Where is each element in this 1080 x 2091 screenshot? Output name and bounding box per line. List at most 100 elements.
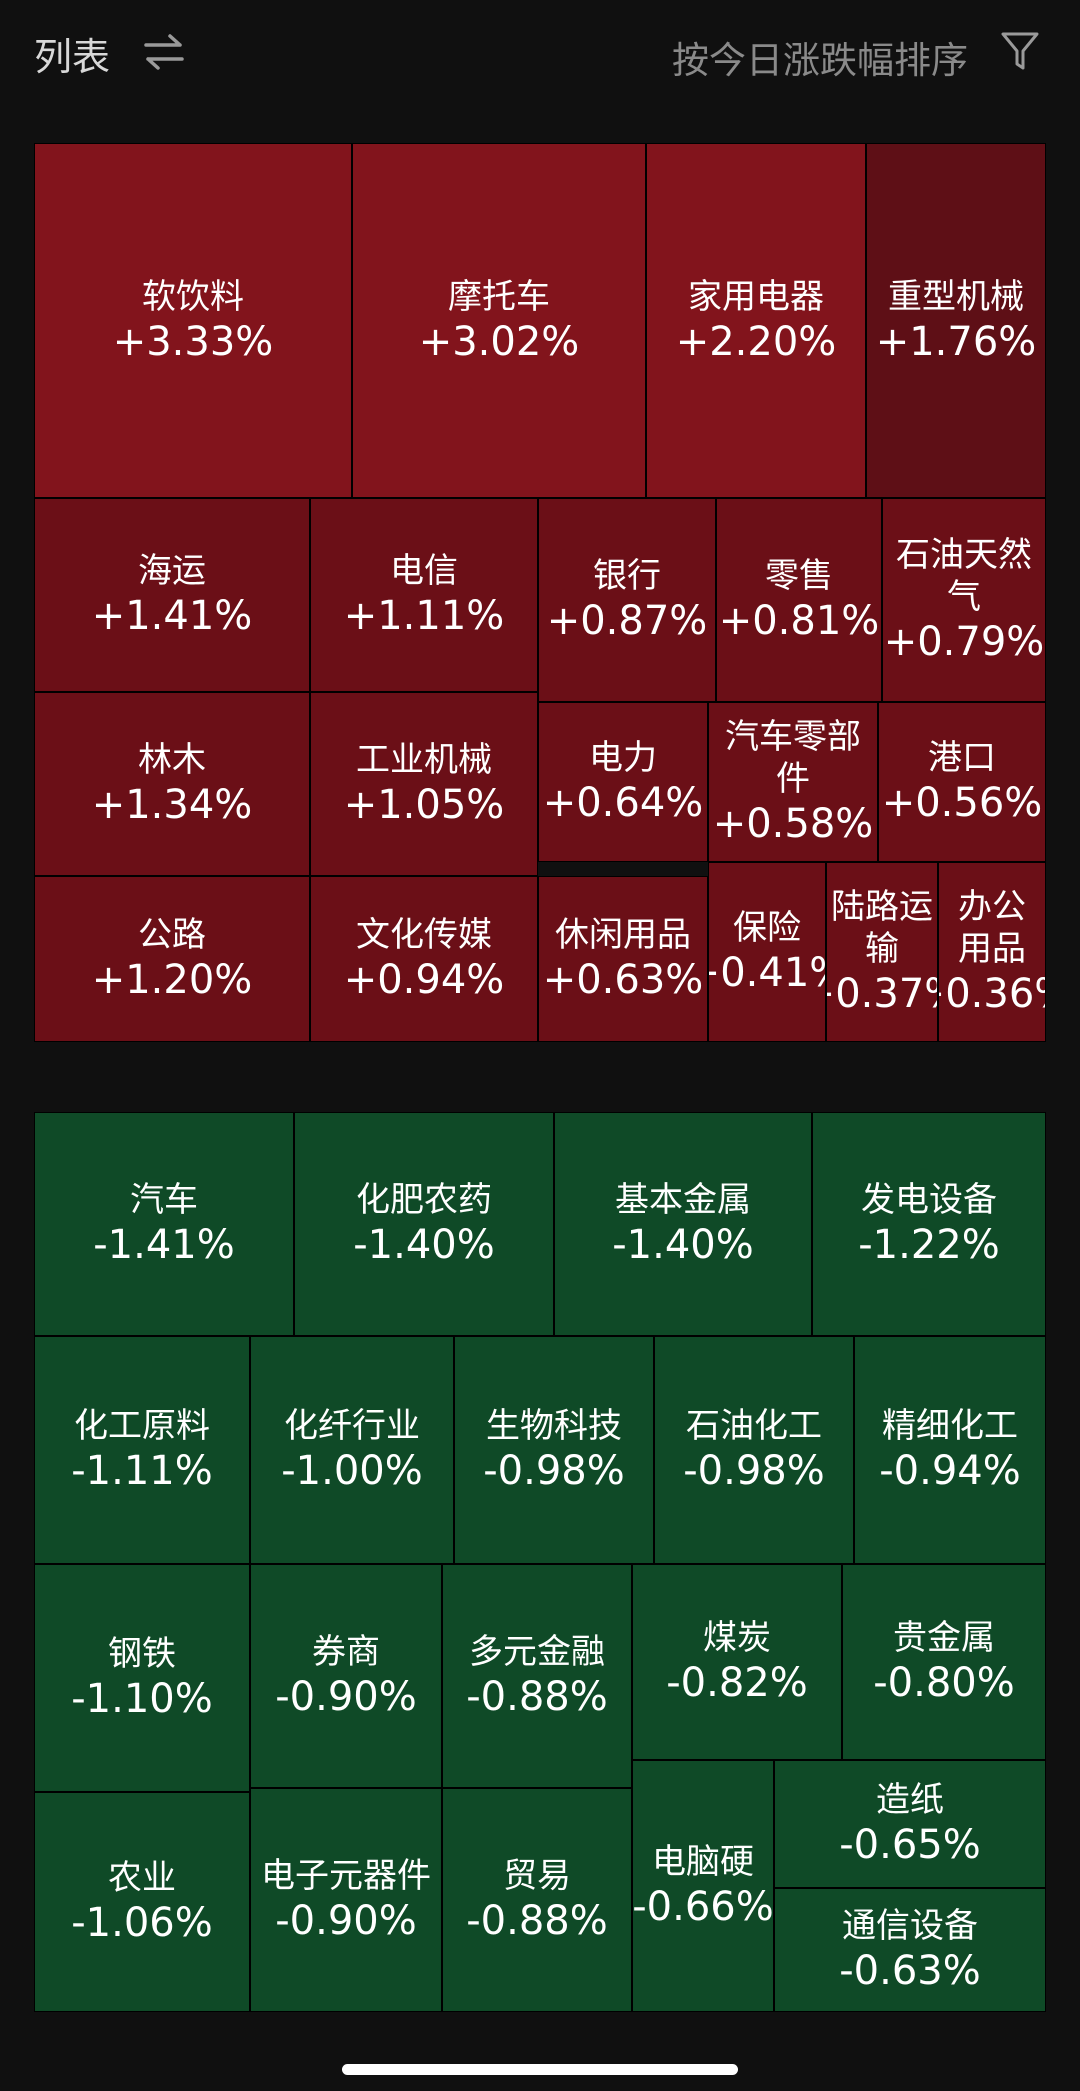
loser-sector-tile[interactable]: 券商 -0.90% — [250, 1564, 442, 1788]
sector-change-percent: -0.98% — [483, 1448, 625, 1494]
sector-change-percent: +0.58% — [712, 801, 874, 847]
sector-change-percent: -1.11% — [71, 1448, 213, 1494]
sector-name: 林木 — [138, 740, 206, 780]
sector-change-percent: +2.20% — [675, 318, 837, 365]
sector-change-percent: -1.22% — [858, 1222, 1000, 1268]
gainer-sector-tile[interactable]: 银行 +0.87% — [538, 498, 716, 702]
gainer-sector-tile[interactable]: 林木 +1.34% — [34, 692, 310, 876]
sector-change-percent: -0.88% — [466, 1674, 608, 1720]
sector-name: 化肥农药 — [356, 1180, 492, 1220]
gainer-sector-tile[interactable]: 文化传媒 +0.94% — [310, 876, 538, 1042]
gainer-sector-tile[interactable]: 工业机械 +1.05% — [310, 692, 538, 876]
loser-sector-tile[interactable]: 精细化工 -0.94% — [854, 1336, 1046, 1564]
sector-name: 精细化工 — [882, 1406, 1018, 1446]
loser-sector-tile[interactable]: 化工原料 -1.11% — [34, 1336, 250, 1564]
sector-change-percent: +0.41% — [709, 950, 825, 996]
gainer-sector-tile[interactable]: 电信 +1.11% — [310, 498, 538, 692]
gainer-sector-tile[interactable]: 休闲用品 +0.63% — [538, 876, 708, 1042]
sector-change-percent: +1.20% — [91, 957, 253, 1003]
loser-sector-tile[interactable]: 化肥农药 -1.40% — [294, 1112, 554, 1336]
sector-change-percent: +0.63% — [542, 957, 704, 1003]
sector-name: 摩托车 — [448, 276, 550, 317]
gainer-sector-tile[interactable]: 摩托车 +3.02% — [352, 143, 646, 498]
loser-sector-tile[interactable]: 石油化工 -0.98% — [654, 1336, 854, 1564]
sector-change-percent: +0.36% — [939, 971, 1045, 1017]
gainer-sector-tile[interactable]: 办公用品+0.36% — [938, 862, 1046, 1042]
sector-name: 多元金融 — [469, 1632, 605, 1672]
loser-sector-tile[interactable]: 生物科技 -0.98% — [454, 1336, 654, 1564]
sector-change-percent: -1.00% — [281, 1448, 423, 1494]
loser-sector-tile[interactable]: 电子元器件 -0.90% — [250, 1788, 442, 2012]
sector-name: 重型机械 — [888, 276, 1024, 317]
loser-sector-tile[interactable]: 煤炭 -0.82% — [632, 1564, 842, 1760]
gainer-sector-tile[interactable]: 家用电器 +2.20% — [646, 143, 866, 498]
loser-sector-tile[interactable]: 汽车 -1.41% — [34, 1112, 294, 1336]
sector-name: 化工原料 — [74, 1406, 210, 1446]
gainer-sector-tile[interactable]: 海运 +1.41% — [34, 498, 310, 692]
sector-name: 汽车 — [130, 1180, 198, 1220]
gainer-sector-tile[interactable]: 陆路运输+0.37% — [826, 862, 938, 1042]
sector-name: 发电设备 — [861, 1180, 997, 1220]
sector-name: 海运 — [138, 551, 206, 591]
sector-name: 煤炭 — [703, 1618, 771, 1658]
gainer-sector-tile[interactable]: 电力 +0.64% — [538, 702, 708, 862]
sector-change-percent: -0.63% — [839, 1948, 981, 1994]
gainer-sector-tile[interactable]: 重型机械 +1.76% — [866, 143, 1046, 498]
sector-change-percent: -1.06% — [71, 1900, 213, 1946]
sector-name: 贸易 — [503, 1856, 571, 1896]
loser-sector-tile[interactable]: 农业 -1.06% — [34, 1792, 250, 2012]
loser-sector-tile[interactable]: 钢铁 -1.10% — [34, 1564, 250, 1792]
list-view-toggle[interactable]: 列表 — [34, 35, 111, 79]
sort-by-daily-change-button[interactable]: 按今日涨跌幅排序 — [672, 39, 968, 82]
sector-name: 电脑硬 — [652, 1842, 754, 1882]
sector-change-percent: -0.90% — [275, 1898, 417, 1944]
sector-change-percent: -1.40% — [612, 1222, 754, 1268]
sector-change-percent: -1.41% — [93, 1222, 235, 1268]
sector-change-percent: +3.33% — [112, 318, 274, 365]
loser-sector-tile[interactable]: 造纸 -0.65% — [774, 1760, 1046, 1888]
swap-arrows-icon[interactable] — [142, 32, 186, 72]
loser-sector-tile[interactable]: 电脑硬 -0.66% — [632, 1760, 774, 2012]
sector-name: 保险 — [733, 908, 801, 948]
sector-change-percent: -0.94% — [879, 1448, 1021, 1494]
sector-name: 钢铁 — [108, 1634, 176, 1674]
sector-change-percent: +0.79% — [883, 619, 1045, 665]
sector-name: 家用电器 — [688, 276, 824, 317]
loser-sector-tile[interactable]: 多元金融 -0.88% — [442, 1564, 632, 1788]
sector-name: 零售 — [765, 556, 833, 596]
loser-sector-tile[interactable]: 通信设备 -0.63% — [774, 1888, 1046, 2012]
gainer-sector-tile[interactable]: 保险+0.41% — [708, 862, 826, 1042]
sector-name: 基本金属 — [615, 1180, 751, 1220]
loser-sector-tile[interactable]: 贵金属 -0.80% — [842, 1564, 1046, 1760]
gainer-sector-tile[interactable]: 港口 +0.56% — [878, 702, 1046, 862]
sector-change-percent: +0.94% — [343, 957, 505, 1003]
gainer-sector-tile[interactable]: 石油天然气 +0.79% — [882, 498, 1046, 702]
sector-change-percent: +1.11% — [343, 593, 505, 639]
sector-change-percent: -1.40% — [353, 1222, 495, 1268]
sector-name: 造纸 — [876, 1780, 944, 1820]
sector-name: 电子元器件 — [261, 1856, 431, 1896]
sector-name: 银行 — [593, 556, 661, 596]
header-bar: 列表 按今日涨跌幅排序 — [0, 0, 1080, 110]
sector-name: 公路 — [138, 915, 206, 955]
sector-name: 农业 — [108, 1858, 176, 1898]
sector-name: 通信设备 — [842, 1906, 978, 1946]
gainer-sector-tile[interactable]: 公路 +1.20% — [34, 876, 310, 1042]
sector-change-percent: -0.90% — [275, 1674, 417, 1720]
funnel-filter-icon[interactable] — [1000, 30, 1040, 72]
loser-sector-tile[interactable]: 发电设备 -1.22% — [812, 1112, 1046, 1336]
loser-sector-tile[interactable]: 贸易 -0.88% — [442, 1788, 632, 2012]
sector-change-percent: +1.41% — [91, 593, 253, 639]
gainer-sector-tile[interactable]: 汽车零部件 +0.58% — [708, 702, 878, 862]
gainer-sector-tile[interactable]: 零售 +0.81% — [716, 498, 882, 702]
gainer-sector-tile[interactable]: 软饮料 +3.33% — [34, 143, 352, 498]
sector-name: 汽车零部件 — [725, 717, 861, 799]
sector-name: 生物科技 — [486, 1406, 622, 1446]
sector-change-percent: +0.56% — [881, 780, 1043, 826]
loser-sector-tile[interactable]: 化纤行业 -1.00% — [250, 1336, 454, 1564]
sector-change-percent: -1.10% — [71, 1676, 213, 1722]
sector-name: 贵金属 — [893, 1618, 995, 1658]
loser-sector-tile[interactable]: 基本金属 -1.40% — [554, 1112, 812, 1336]
sector-change-percent: -0.66% — [632, 1884, 774, 1930]
